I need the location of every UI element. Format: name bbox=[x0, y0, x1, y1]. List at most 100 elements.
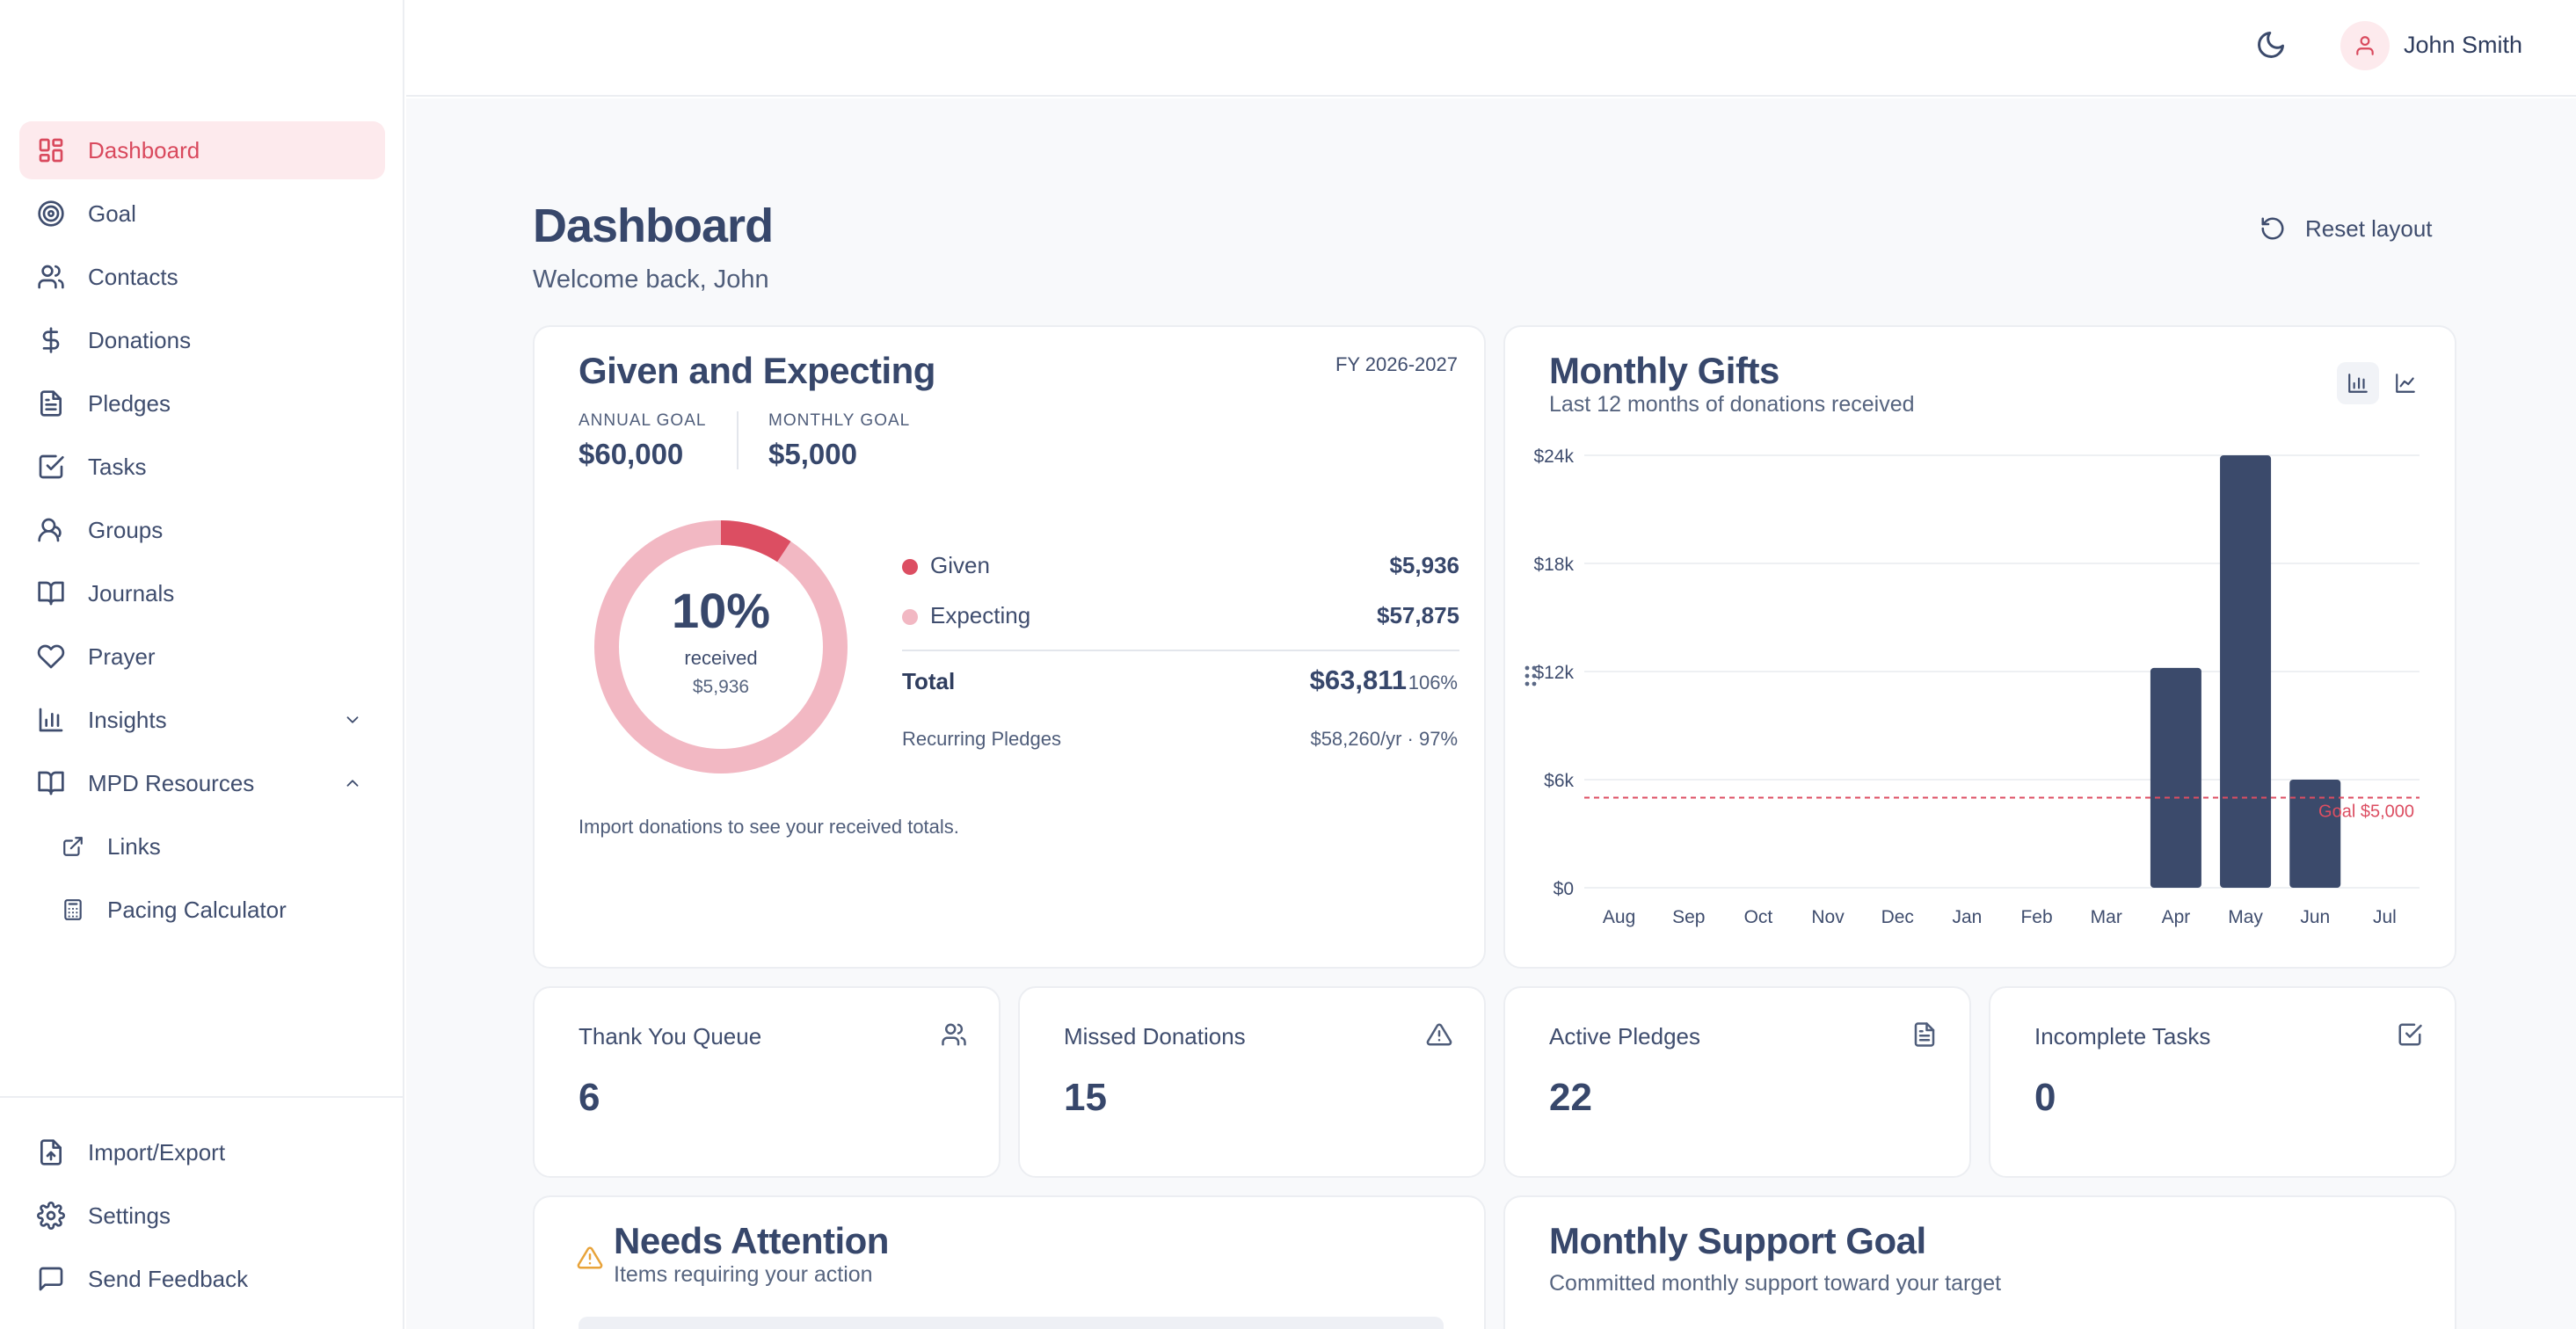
file-text-icon bbox=[1914, 1022, 1935, 1047]
recurring-pledges-label: Recurring Pledges bbox=[902, 728, 1061, 750]
x-tick-label: May bbox=[2228, 907, 2263, 927]
sidebar-item-label: Pledges bbox=[88, 390, 171, 417]
attention-list-item[interactable] bbox=[579, 1317, 1444, 1329]
sidebar-item-links[interactable]: Links bbox=[19, 817, 385, 875]
users-icon bbox=[38, 265, 64, 289]
sidebar-item-label: Links bbox=[107, 833, 161, 860]
x-tick-label: Nov bbox=[1811, 907, 1845, 927]
file-text-icon bbox=[40, 390, 62, 417]
recurring-pledges-value: $58,260/yr · 97% bbox=[1310, 728, 1458, 750]
x-tick-label: Jul bbox=[2373, 907, 2397, 927]
stat-label: Incomplete Tasks bbox=[2034, 1023, 2211, 1049]
rotate-ccw-icon bbox=[2261, 217, 2284, 240]
check-square-icon bbox=[39, 454, 64, 479]
annual-goal-label: ANNUAL GOAL bbox=[579, 411, 707, 430]
drag-handle-icon[interactable] bbox=[1524, 664, 1538, 687]
card-subtitle: Items requiring your action bbox=[614, 1262, 873, 1287]
x-tick-label: Apr bbox=[2162, 907, 2191, 927]
goal-divider bbox=[737, 411, 739, 469]
stat-missed-donations[interactable]: Missed Donations 15 bbox=[1018, 986, 1486, 1178]
stat-label: Thank You Queue bbox=[579, 1023, 762, 1049]
alert-triangle-icon bbox=[1426, 1023, 1452, 1046]
legend-name: Expecting bbox=[930, 602, 1031, 628]
external-link-icon bbox=[63, 837, 83, 856]
sidebar-item-label: Import/Export bbox=[88, 1139, 226, 1166]
moon-icon[interactable] bbox=[2255, 29, 2287, 61]
sidebar-item-label: Prayer bbox=[88, 643, 156, 670]
sidebar-item-import-export[interactable]: Import/Export bbox=[19, 1123, 385, 1181]
gear-icon bbox=[37, 1202, 65, 1230]
given-expecting-card: Given and Expecting FY 2026-2027 ANNUAL … bbox=[533, 325, 1486, 969]
sidebar-item-label: Donations bbox=[88, 327, 192, 353]
reset-layout-button[interactable]: Reset layout bbox=[2259, 209, 2433, 248]
sidebar-item-groups[interactable]: Groups bbox=[19, 501, 385, 559]
fiscal-year-label[interactable]: FY 2026-2027 bbox=[1335, 353, 1458, 375]
x-tick-label: Jan bbox=[1952, 907, 1982, 927]
dollar-sign-icon bbox=[42, 327, 60, 353]
chevron-up-icon[interactable] bbox=[343, 773, 362, 793]
y-tick-label: $12k bbox=[1533, 663, 1574, 683]
stat-label: Active Pledges bbox=[1549, 1023, 1700, 1049]
sidebar-item-contacts[interactable]: Contacts bbox=[19, 248, 385, 306]
y-tick-label: $6k bbox=[1544, 771, 1574, 791]
line-chart-icon bbox=[2396, 374, 2415, 393]
card-subtitle: Last 12 months of donations received bbox=[1549, 392, 1915, 417]
legend-name: Given bbox=[930, 552, 990, 578]
line-chart-toggle[interactable] bbox=[2384, 362, 2427, 404]
sidebar-item-label: Insights bbox=[88, 707, 167, 733]
sidebar-item-label: Dashboard bbox=[88, 137, 200, 163]
sidebar-item-label: Journals bbox=[88, 580, 175, 606]
book-open-icon bbox=[38, 581, 64, 606]
progress-donut bbox=[594, 520, 848, 773]
stat-thank-you-queue[interactable]: Thank You Queue 6 bbox=[533, 986, 1001, 1178]
x-tick-label: Dec bbox=[1881, 907, 1914, 927]
monthly-gifts-card: Monthly Gifts Last 12 months of donation… bbox=[1503, 325, 2456, 969]
user-name[interactable]: John Smith bbox=[2404, 32, 2523, 58]
percent-received: 10% bbox=[671, 583, 771, 638]
sidebar-item-prayer[interactable]: Prayer bbox=[19, 628, 385, 686]
heart-icon bbox=[37, 644, 65, 669]
stat-value: 0 bbox=[2034, 1076, 2056, 1119]
x-tick-label: Aug bbox=[1603, 907, 1635, 927]
sidebar-item-dashboard[interactable]: Dashboard bbox=[19, 121, 385, 179]
avatar[interactable] bbox=[2340, 21, 2390, 70]
sidebar-item-send-feedback[interactable]: Send Feedback bbox=[19, 1250, 385, 1308]
y-tick-label: $24k bbox=[1533, 447, 1574, 467]
card-title: Needs Attention bbox=[614, 1220, 889, 1261]
page-subtitle: Welcome back, John bbox=[533, 265, 769, 294]
sidebar-item-goal[interactable]: Goal bbox=[19, 185, 385, 243]
received-label: received bbox=[684, 647, 758, 669]
chevron-down-icon[interactable] bbox=[343, 710, 362, 730]
sidebar-item-label: MPD Resources bbox=[88, 770, 255, 796]
check-square-icon bbox=[2398, 1023, 2422, 1046]
sidebar-item-pledges[interactable]: Pledges bbox=[19, 374, 385, 432]
sidebar-item-journals[interactable]: Journals bbox=[19, 564, 385, 622]
goal-label: Goal $5,000 bbox=[2318, 802, 2414, 822]
target-icon bbox=[38, 200, 64, 227]
sidebar-item-tasks[interactable]: Tasks bbox=[19, 438, 385, 496]
sidebar-item-donations[interactable]: Donations bbox=[19, 311, 385, 369]
legend-divider bbox=[902, 650, 1459, 651]
sidebar-item-label: Send Feedback bbox=[88, 1266, 249, 1292]
stat-incomplete-tasks[interactable]: Incomplete Tasks 0 bbox=[1989, 986, 2456, 1178]
stat-active-pledges[interactable]: Active Pledges 22 bbox=[1503, 986, 1971, 1178]
sidebar-item-mpd-resources[interactable]: MPD Resources bbox=[19, 754, 385, 812]
stat-value: 15 bbox=[1064, 1076, 1107, 1119]
sidebar-item-insights[interactable]: Insights bbox=[19, 691, 385, 749]
bar-chart-icon bbox=[2348, 374, 2368, 393]
users-icon bbox=[942, 1023, 966, 1046]
stat-value: 6 bbox=[579, 1076, 600, 1119]
legend-given: Given $5,936 bbox=[902, 548, 1459, 584]
monthly-support-goal-card: Monthly Support Goal Committed monthly s… bbox=[1503, 1195, 2456, 1329]
sidebar-item-settings[interactable]: Settings bbox=[19, 1187, 385, 1245]
sidebar-item-pacing-calculator[interactable]: Pacing Calculator bbox=[19, 881, 385, 939]
monthly-goal-value: $5,000 bbox=[768, 438, 857, 470]
user-icon bbox=[2356, 36, 2374, 55]
x-tick-label: Sep bbox=[1672, 907, 1705, 927]
layout-dashboard-icon bbox=[39, 138, 63, 163]
y-tick-label: $18k bbox=[1533, 555, 1574, 575]
monthly-gifts-chart: $0 $6k $12k $18k $24k Aug Sep Oct Nov Dec Jan Feb Ma… bbox=[1533, 447, 2420, 927]
card-title: Monthly Gifts bbox=[1549, 350, 1779, 391]
bar-chart-toggle[interactable] bbox=[2337, 362, 2379, 404]
x-tick-label: Jun bbox=[2300, 907, 2330, 927]
